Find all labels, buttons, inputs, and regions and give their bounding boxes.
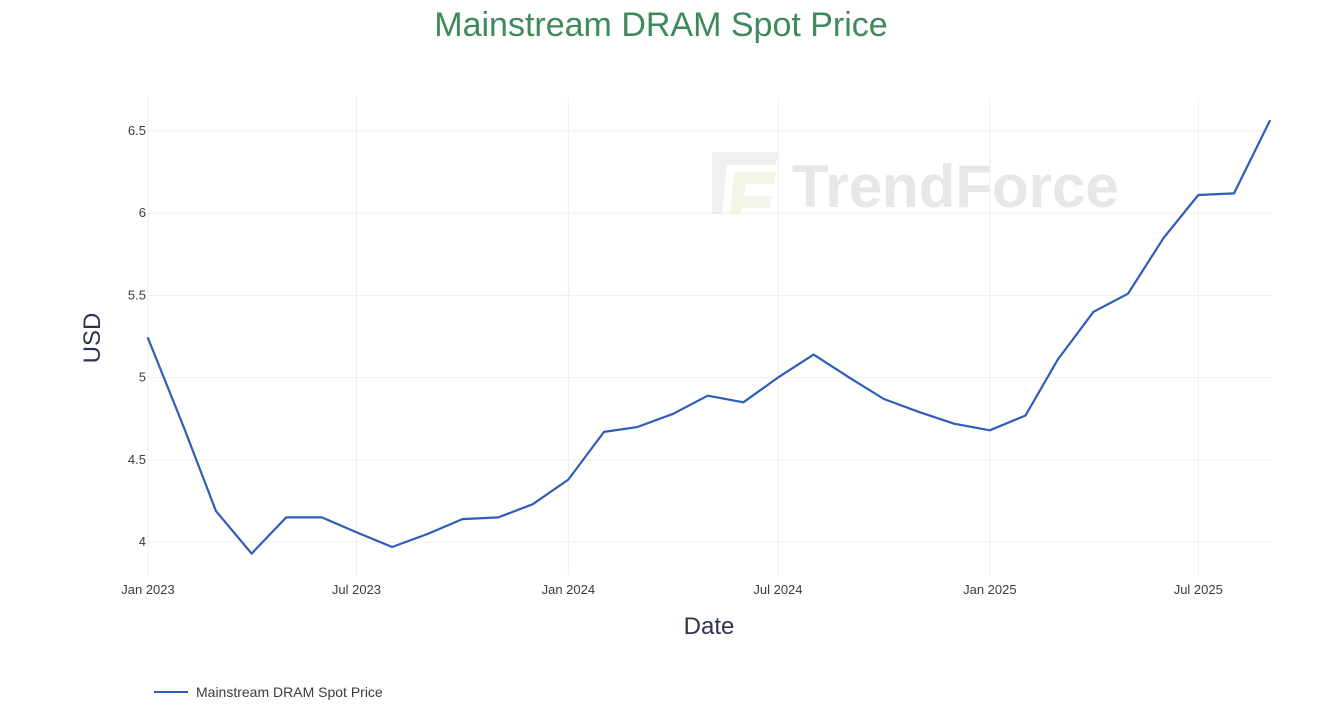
y-axis-title: USD [79, 313, 106, 364]
x-tick-label: Jan 2023 [121, 582, 175, 597]
x-tick-label: Jan 2024 [542, 582, 596, 597]
trendforce-logo-icon [712, 152, 778, 214]
y-tick-label: 5 [139, 370, 146, 385]
grid-lines [147, 98, 1272, 575]
trendforce-watermark: TrendForce [712, 152, 1119, 220]
legend-swatch [154, 691, 188, 693]
legend-label: Mainstream DRAM Spot Price [196, 684, 383, 700]
x-axis-ticks: Jan 2023 Jul 2023 Jan 2024 Jul 2024 Jan 2025… [121, 582, 1223, 597]
y-tick-label: 6 [139, 205, 146, 220]
x-tick-label: Jul 2023 [332, 582, 381, 597]
watermark-text: TrendForce [792, 153, 1119, 220]
y-tick-label: 4 [139, 534, 146, 549]
legend: Mainstream DRAM Spot Price [154, 684, 383, 700]
x-tick-label: Jan 2025 [963, 582, 1017, 597]
y-tick-label: 6.5 [128, 123, 146, 138]
y-tick-label: 4.5 [128, 452, 146, 467]
x-tick-label: Jul 2025 [1174, 582, 1223, 597]
y-axis-ticks: 4 4.5 5 5.5 6 6.5 [128, 123, 146, 549]
x-axis-title: Date [684, 613, 735, 640]
y-tick-label: 5.5 [128, 287, 146, 302]
series-line [146, 119, 1271, 555]
x-tick-label: Jul 2024 [753, 582, 802, 597]
chart-title: Mainstream DRAM Spot Price [434, 6, 888, 44]
